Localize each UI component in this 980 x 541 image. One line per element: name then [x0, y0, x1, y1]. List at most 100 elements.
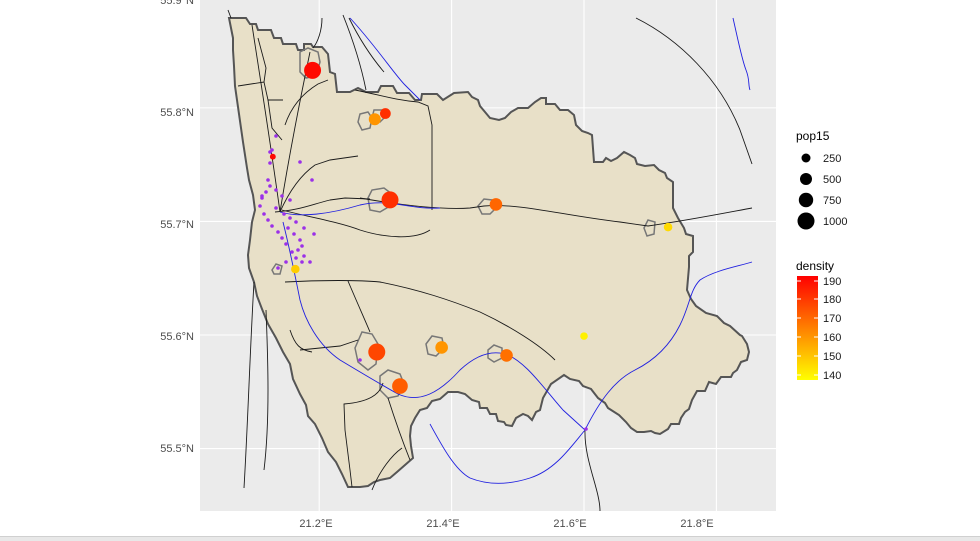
density-legend-label: 150 [823, 351, 841, 363]
small-settlement-point [584, 427, 588, 431]
settlement-point [269, 153, 276, 160]
pop15-legend-title: pop15 [796, 129, 830, 143]
small-settlement-point [290, 250, 294, 254]
road [267, 99, 283, 141]
pop15-legend-key-500 [800, 173, 812, 185]
pop15-legend-key-750 [798, 192, 814, 208]
settlement-point [489, 198, 503, 211]
road [635, 17, 753, 165]
pop15-legend-label: 250 [823, 153, 841, 165]
small-settlement-point [258, 204, 262, 208]
density-legend-label: 190 [823, 276, 841, 288]
density-legend: density 190 180 170 160 150 140 [796, 259, 841, 382]
road [263, 309, 269, 471]
density-colorbar [797, 276, 818, 380]
road [343, 382, 384, 488]
settlement-point [663, 222, 673, 232]
road [257, 37, 267, 83]
small-settlement-point [266, 178, 270, 182]
latitude-axis: 55.9°N 55.8°N 55.7°N 55.6°N 55.5°N [160, 0, 194, 455]
small-settlement-point [282, 212, 286, 216]
settlement-point [368, 343, 386, 361]
small-settlement-point [286, 226, 290, 230]
small-settlement-point [300, 260, 304, 264]
lat-label: 55.9°N [160, 0, 194, 7]
settlement-point [379, 108, 391, 119]
settlement-point [381, 191, 399, 209]
small-settlement-point [270, 224, 274, 228]
settlement-point [392, 378, 408, 394]
small-settlement-point [274, 188, 278, 192]
settlement-points [269, 61, 673, 394]
lon-label: 21.2°E [299, 518, 332, 530]
small-settlement-point [302, 226, 306, 230]
small-settlement-point [298, 160, 302, 164]
small-settlement-point [308, 260, 312, 264]
town-outline [299, 47, 321, 79]
longitude-axis: 21.2°E 21.4°E 21.6°E 21.8°E [299, 518, 713, 530]
lat-label: 55.5°N [160, 443, 194, 455]
lat-label: 55.8°N [160, 107, 194, 119]
road [299, 339, 359, 351]
small-settlement-points [258, 134, 588, 431]
pop15-legend-key-1000 [797, 212, 815, 230]
river [584, 261, 753, 431]
density-colorbar-ticks [797, 280, 818, 376]
small-settlement-point [268, 184, 272, 188]
settlement-point [368, 113, 381, 126]
small-settlement-point [284, 242, 288, 246]
small-settlement-point [260, 194, 264, 198]
settlement-point [291, 264, 300, 274]
road [387, 397, 411, 461]
settlement-point [304, 61, 322, 79]
small-settlement-point [298, 238, 302, 242]
density-legend-label: 180 [823, 294, 841, 306]
small-settlement-point [268, 161, 272, 165]
small-settlement-point [274, 206, 278, 210]
road [354, 89, 433, 210]
small-settlement-point [264, 190, 268, 194]
settlement-point [500, 349, 513, 362]
pop15-legend-label: 1000 [823, 216, 847, 228]
road [237, 81, 283, 101]
river [349, 17, 421, 101]
small-settlement-point [266, 218, 270, 222]
small-settlement-point [284, 260, 288, 264]
density-legend-label: 170 [823, 313, 841, 325]
road [347, 280, 371, 333]
density-legend-label: 160 [823, 332, 841, 344]
lon-label: 21.6°E [553, 518, 586, 530]
small-settlement-point [302, 254, 306, 258]
small-settlement-point [312, 232, 316, 236]
small-settlement-point [274, 134, 278, 138]
road [584, 429, 601, 512]
road [279, 155, 359, 213]
land-region [227, 17, 751, 488]
small-settlement-point [292, 232, 296, 236]
river [279, 202, 441, 216]
small-settlement-point [296, 248, 300, 252]
road [251, 24, 281, 213]
small-settlement-point [294, 256, 298, 260]
road [348, 17, 385, 73]
small-settlement-point [300, 244, 304, 248]
small-settlement-point [280, 236, 284, 240]
small-settlement-point [288, 216, 292, 220]
road [371, 447, 403, 491]
small-settlement-point [276, 230, 280, 234]
pop15-legend-key-250 [801, 153, 811, 163]
small-settlement-point [276, 266, 280, 270]
pop15-legend-label: 750 [823, 195, 841, 207]
road [289, 329, 313, 353]
river [429, 423, 586, 484]
road [243, 281, 255, 489]
pop15-legend-label: 500 [823, 174, 841, 186]
road [284, 79, 329, 126]
lat-label: 55.6°N [160, 331, 194, 343]
road [359, 197, 753, 227]
density-legend-label: 140 [823, 370, 841, 382]
small-settlement-point [268, 150, 272, 154]
settlement-point [435, 341, 448, 354]
window-bottom-edge [0, 536, 980, 541]
